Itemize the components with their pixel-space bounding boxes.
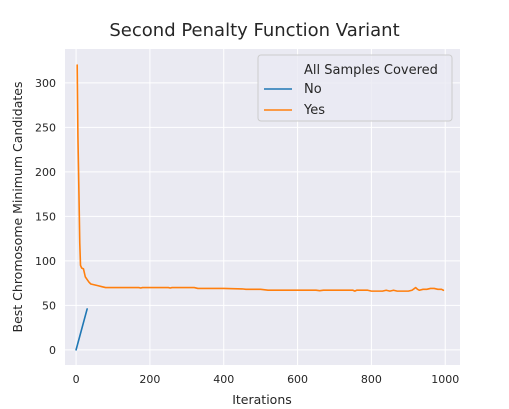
y-axis-label: Best Chromosome Minimum Candidates	[10, 82, 25, 333]
x-axis-label: Iterations	[232, 392, 292, 407]
x-tick-label: 400	[213, 373, 234, 386]
legend: All Samples Covered No Yes	[257, 54, 453, 122]
chart-title: Second Penalty Function Variant	[109, 20, 400, 41]
y-tick-label: 0	[49, 344, 56, 357]
x-tick-labels: 0 200 400 600 800 1000	[73, 373, 460, 386]
legend-label-no: No	[304, 82, 322, 97]
legend-title: All Samples Covered	[304, 63, 438, 78]
y-tick-label: 200	[35, 166, 56, 179]
x-tick-label: 800	[361, 373, 382, 386]
y-tick-label: 100	[35, 255, 56, 268]
y-tick-label: 250	[35, 121, 56, 134]
legend-box	[257, 54, 453, 122]
y-tick-label: 50	[42, 299, 56, 312]
x-tick-label: 1000	[431, 373, 459, 386]
legend-label-yes: Yes	[303, 103, 325, 118]
series-line-yes	[76, 64, 445, 292]
x-tick-label: 200	[139, 373, 160, 386]
series-layer	[75, 64, 445, 351]
x-tick-label: 0	[73, 373, 80, 386]
y-tick-label: 300	[35, 77, 56, 90]
y-tick-label: 150	[35, 210, 56, 223]
x-tick-label: 600	[287, 373, 308, 386]
series-line-no	[75, 308, 88, 351]
y-tick-labels: 0 50 100 150 200 250 300	[35, 77, 56, 357]
